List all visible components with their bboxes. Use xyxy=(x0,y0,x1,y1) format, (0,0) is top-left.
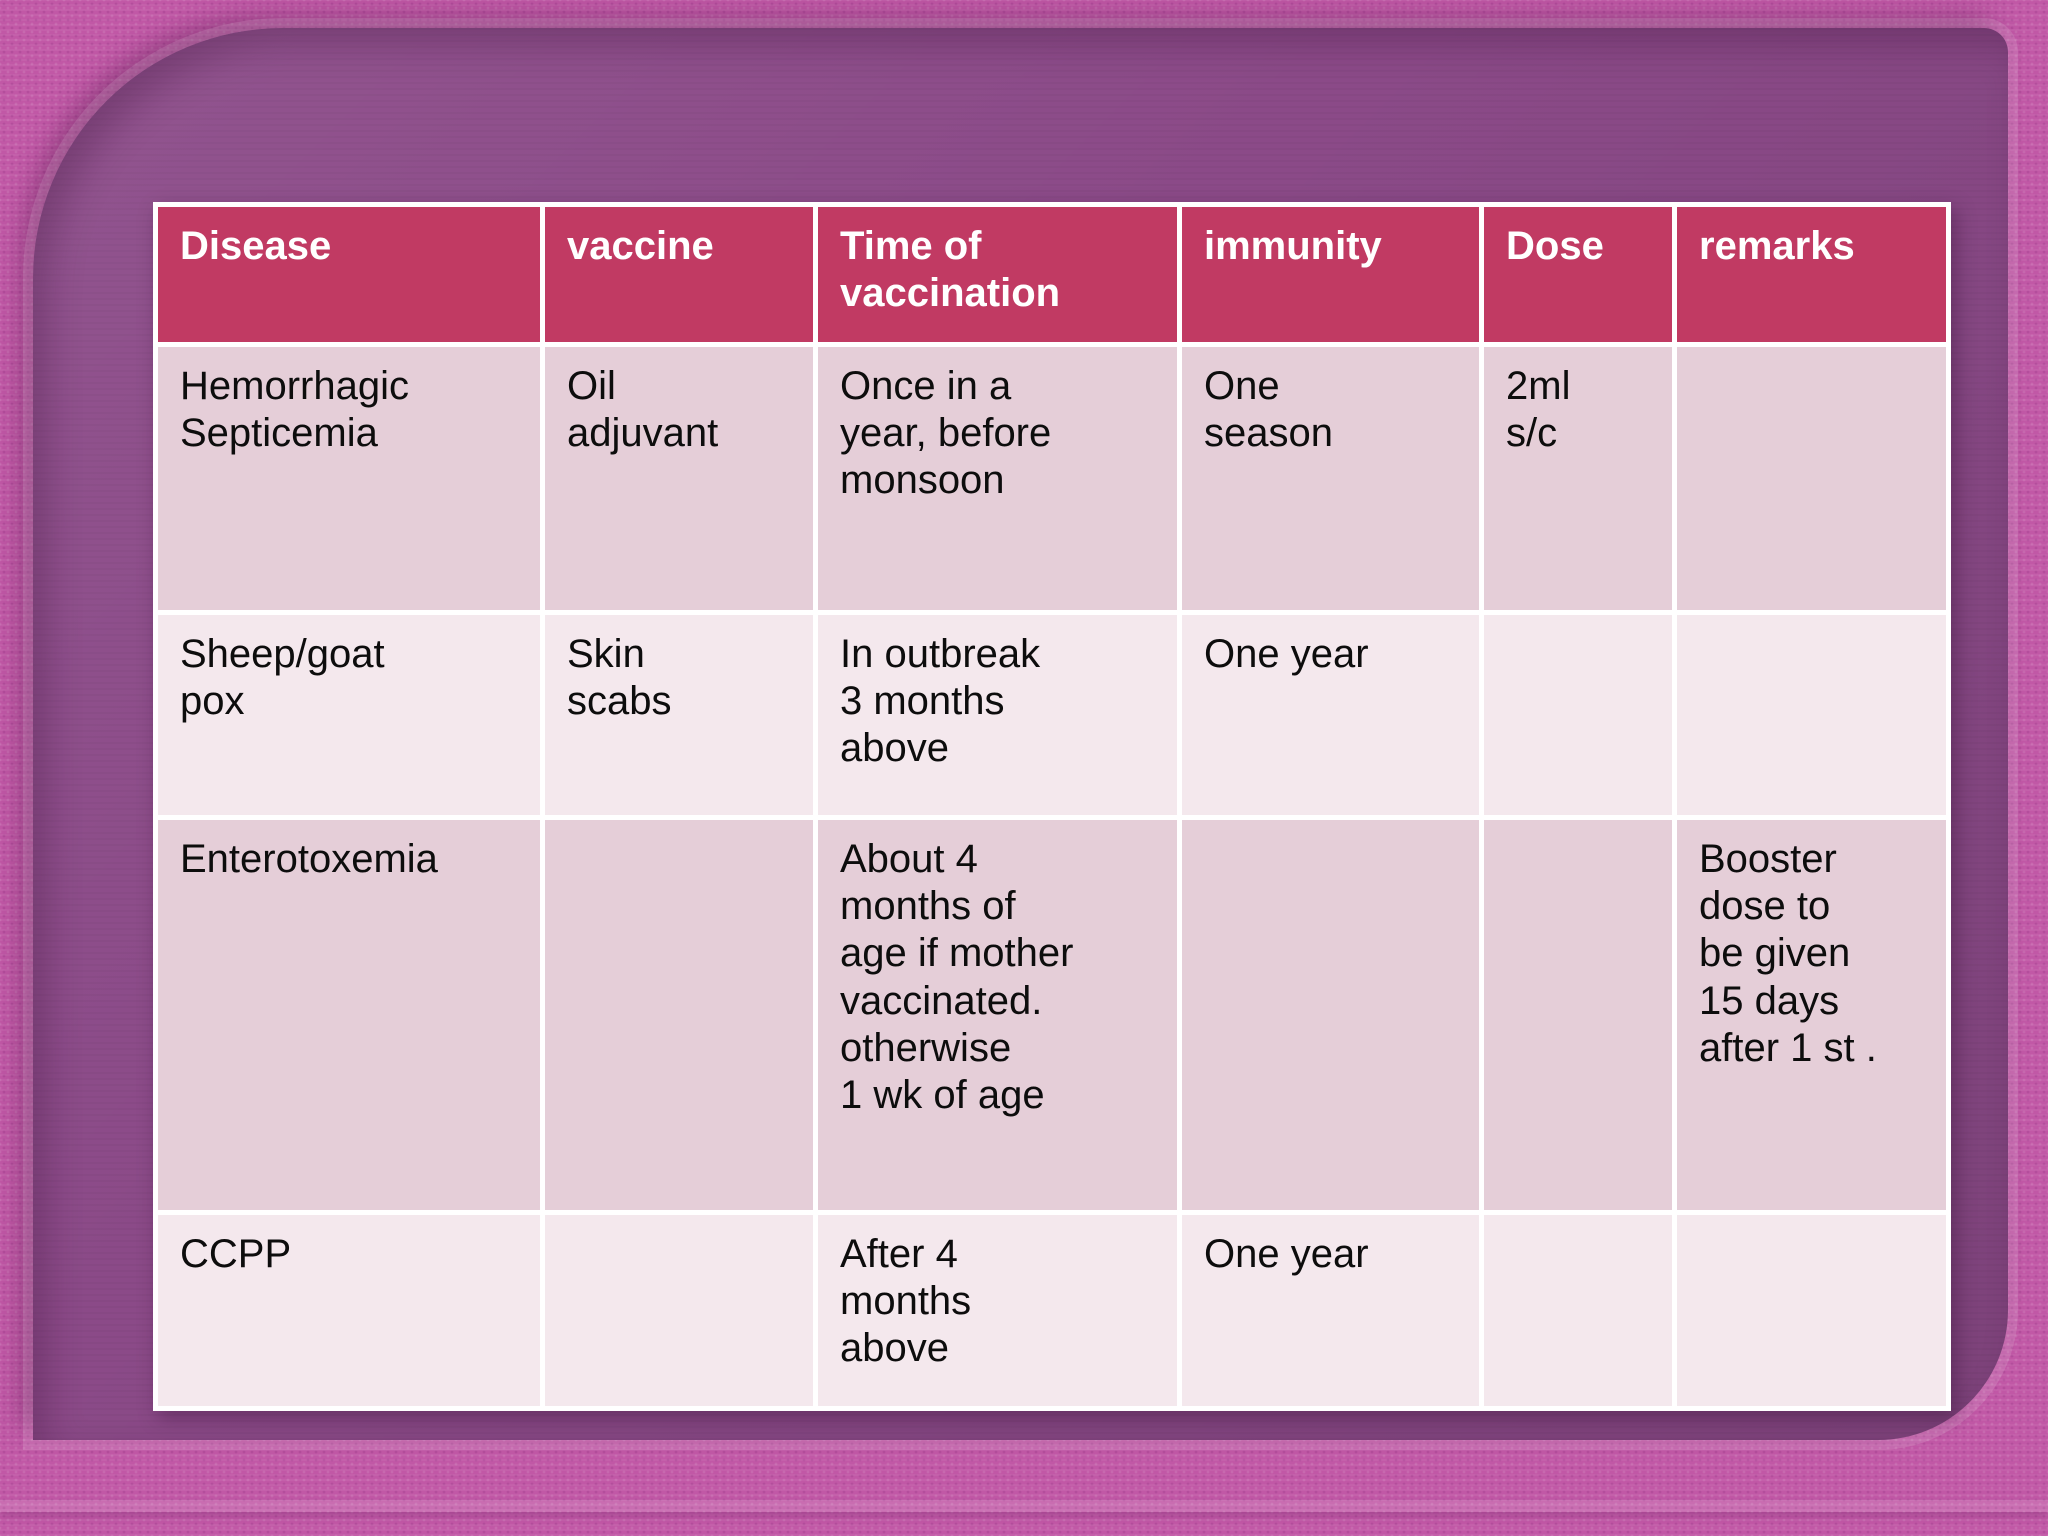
table-cell: In outbreak 3 months above xyxy=(813,610,1182,820)
table-row: Enterotoxemia About 4 months of age if m… xyxy=(153,815,1951,1215)
table-cell xyxy=(1479,815,1677,1215)
table-row: Sheep/goat pox Skin scabs In outbreak 3 … xyxy=(153,610,1951,820)
column-header-disease: Disease xyxy=(153,202,545,347)
column-header-vaccine: vaccine xyxy=(540,202,818,347)
column-header-remarks: remarks xyxy=(1672,202,1951,347)
table-row: Hemorrhagic Septicemia Oil adjuvant Once… xyxy=(153,342,1951,615)
table-cell: One season xyxy=(1177,342,1484,615)
column-header-immunity: immunity xyxy=(1177,202,1484,347)
table-cell: Once in a year, before monsoon xyxy=(813,342,1182,615)
table-cell: Sheep/goat pox xyxy=(153,610,545,820)
table-cell xyxy=(1177,815,1484,1215)
table-cell: One year xyxy=(1177,610,1484,820)
table-cell: Hemorrhagic Septicemia xyxy=(153,342,545,615)
table-cell: Skin scabs xyxy=(540,610,818,820)
table-cell xyxy=(1479,610,1677,820)
table-cell xyxy=(1672,1210,1951,1411)
table-cell: 2ml s/c xyxy=(1479,342,1677,615)
table-cell xyxy=(540,815,818,1215)
table-header-row: Disease vaccine Time of vaccination immu… xyxy=(153,202,1951,347)
table-cell: Oil adjuvant xyxy=(540,342,818,615)
table-cell xyxy=(1672,610,1951,820)
table-cell: CCPP xyxy=(153,1210,545,1411)
table-cell xyxy=(1672,342,1951,615)
column-header-time-of-vaccination: Time of vaccination xyxy=(813,202,1182,347)
column-header-dose: Dose xyxy=(1479,202,1677,347)
table-row: CCPP After 4 months above One year xyxy=(153,1210,1951,1411)
table-cell: About 4 months of age if mother vaccinat… xyxy=(813,815,1182,1215)
table-cell: Enterotoxemia xyxy=(153,815,545,1215)
table-cell: After 4 months above xyxy=(813,1210,1182,1411)
table-cell: Booster dose to be given 15 days after 1… xyxy=(1672,815,1951,1215)
table-cell xyxy=(1479,1210,1677,1411)
table-cell: One year xyxy=(1177,1210,1484,1411)
vaccination-table: Disease vaccine Time of vaccination immu… xyxy=(153,202,1951,1411)
frame-bottom-ridge xyxy=(0,1500,2048,1512)
table-cell xyxy=(540,1210,818,1411)
